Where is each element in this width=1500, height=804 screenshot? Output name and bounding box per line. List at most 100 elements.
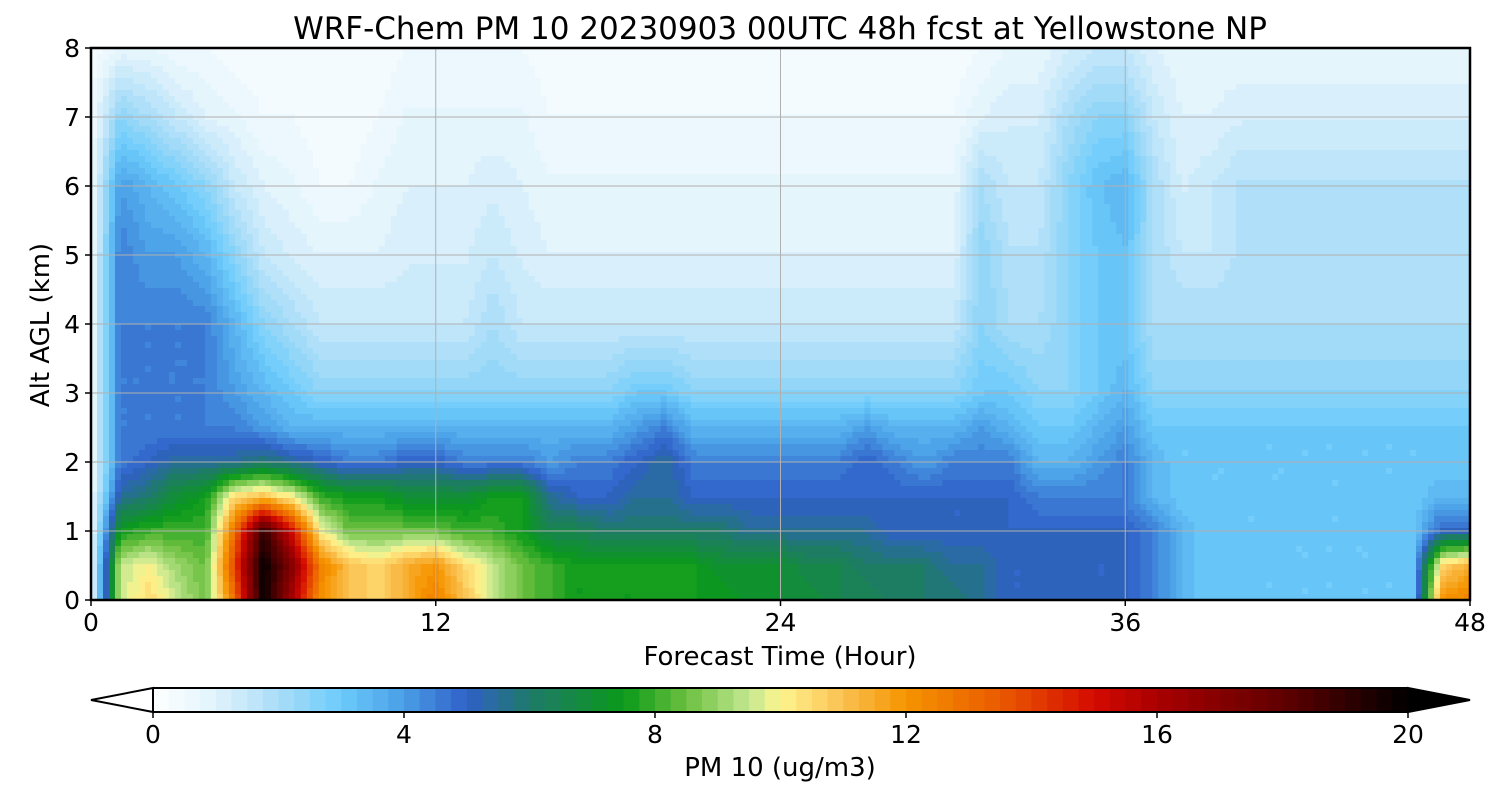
- field-cell: [180, 414, 206, 421]
- field-cell: [942, 570, 985, 577]
- field-cell: [114, 90, 134, 97]
- field-cell: [1152, 246, 1171, 253]
- field-cell: [1176, 138, 1219, 145]
- field-cell: [282, 564, 290, 571]
- field-cell: [1236, 228, 1471, 235]
- field-cell: [690, 438, 848, 445]
- field-cell: [276, 492, 290, 499]
- field-cell: [210, 570, 218, 577]
- field-cell: [1362, 546, 1417, 553]
- field-cell: [486, 468, 524, 475]
- field-cell: [1140, 216, 1147, 223]
- field-cell: [330, 552, 338, 559]
- field-cell: [222, 264, 236, 271]
- field-cell: [91, 138, 98, 145]
- field-cell: [306, 588, 314, 595]
- field-cell: [504, 546, 512, 553]
- field-cell: [960, 336, 973, 343]
- field-cell: [960, 420, 973, 427]
- field-cell: [91, 102, 98, 109]
- field-cell: [1056, 288, 1069, 295]
- field-cell: [1068, 72, 1087, 79]
- field-cell: [990, 336, 1009, 343]
- field-cell: [294, 576, 302, 583]
- field-cell: [612, 354, 692, 361]
- field-cell: [522, 468, 530, 475]
- field-cell: [1146, 492, 1153, 499]
- field-cell: [474, 588, 482, 595]
- field-cell: [978, 288, 997, 295]
- field-cell: [270, 510, 278, 517]
- x-axis-label: Forecast Time (Hour): [643, 642, 916, 672]
- field-cell: [108, 198, 116, 205]
- field-cell: [1098, 282, 1129, 289]
- field-cell: [1104, 186, 1129, 193]
- field-cell: [528, 444, 572, 451]
- field-cell: [1092, 126, 1129, 133]
- field-cell: [1128, 474, 1135, 481]
- field-cell: [240, 192, 254, 199]
- field-cell: [1128, 120, 1135, 127]
- field-cell: [228, 180, 236, 187]
- field-cell: [294, 324, 308, 331]
- field-cell: [91, 48, 104, 55]
- field-cell: [114, 402, 122, 409]
- field-cell: [1092, 450, 1105, 457]
- field-cell: [1134, 198, 1141, 205]
- field-cell: [1020, 474, 1027, 481]
- field-cell: [960, 174, 967, 181]
- field-cell: [666, 444, 674, 451]
- field-cell: [636, 408, 662, 415]
- field-cell: [1164, 210, 1177, 217]
- field-cell: [252, 396, 272, 403]
- field-cell: [972, 54, 1003, 61]
- field-cell: [228, 342, 242, 349]
- field-cell: [1212, 216, 1237, 223]
- field-cell: [246, 498, 254, 505]
- field-cell: [846, 420, 866, 427]
- field-cell: [690, 492, 1021, 499]
- field-cell: [1092, 216, 1111, 223]
- field-cell: [1020, 432, 1033, 439]
- field-cell: [91, 330, 98, 337]
- field-cell: [1050, 330, 1069, 337]
- field-cell: [1116, 432, 1129, 439]
- field-cell: [91, 564, 98, 571]
- field-cell: [324, 546, 332, 553]
- field-cell: [318, 576, 326, 583]
- field-cell: [156, 594, 164, 601]
- field-cell: [240, 594, 248, 601]
- colorbar-level: [1062, 688, 1080, 712]
- field-cell: [1152, 312, 1471, 319]
- field-cell: [1146, 288, 1153, 295]
- field-cell: [97, 336, 104, 343]
- field-cell: [870, 408, 967, 415]
- field-cell: [1182, 108, 1213, 115]
- field-cell: [330, 450, 350, 457]
- field-cell: [1170, 540, 1177, 547]
- field-cell: [108, 450, 116, 457]
- field-cell: [300, 384, 314, 391]
- field-cell: [1152, 552, 1159, 559]
- field-cell: [91, 276, 98, 283]
- field-cell: [336, 588, 344, 595]
- field-cell: [234, 318, 242, 325]
- field-cell: [102, 420, 110, 427]
- field-cell: [918, 438, 931, 445]
- field-cell: [252, 570, 260, 577]
- field-cell: [306, 270, 404, 277]
- field-cell: [954, 144, 967, 151]
- field-cell: [252, 504, 260, 511]
- field-cell: [114, 186, 134, 193]
- field-cell: [990, 240, 1003, 247]
- field-cell: [216, 552, 224, 559]
- field-cell: [97, 372, 104, 379]
- field-cell: [1194, 588, 1303, 595]
- field-cell: [91, 96, 98, 103]
- field-cell: [144, 468, 158, 475]
- field-cell: [1050, 216, 1063, 223]
- field-cell: [252, 234, 260, 241]
- field-cell: [1002, 348, 1033, 355]
- field-cell: [1152, 492, 1171, 499]
- field-cell: [1014, 360, 1069, 367]
